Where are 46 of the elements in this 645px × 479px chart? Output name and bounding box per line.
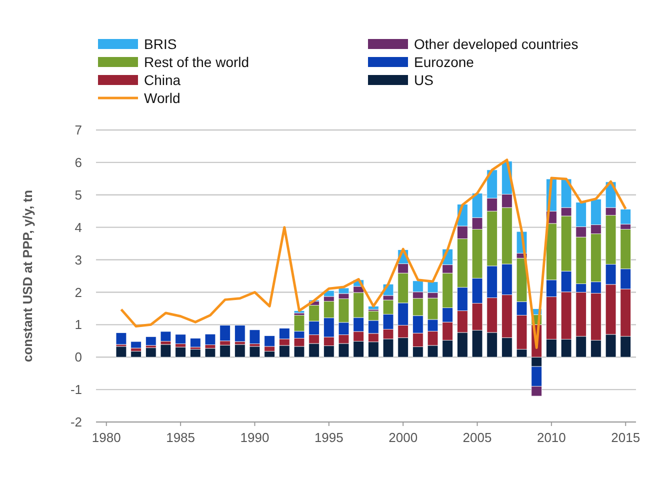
bar: [204, 348, 216, 358]
y-tick-label: 3: [74, 252, 82, 268]
legend-label: China: [144, 72, 181, 88]
x-tick-label: 2010: [536, 430, 566, 445]
bar: [249, 346, 260, 358]
bar: [204, 334, 216, 345]
y-tick-label: 1: [74, 317, 82, 332]
legend-label: US: [414, 72, 434, 88]
legend-label: World: [144, 90, 180, 106]
bar: [190, 349, 201, 358]
legend-label: Rest of the world: [144, 54, 250, 70]
y-tick-label: 7: [74, 122, 82, 138]
legend-label: BRIS: [144, 36, 177, 52]
y-tick-label: -2: [70, 414, 82, 430]
y-tick-label: 0: [74, 350, 82, 365]
bar: [160, 331, 172, 342]
bar: [146, 348, 156, 358]
bar: [190, 338, 201, 348]
x-tick-label: 2015: [611, 430, 640, 445]
bar: [175, 346, 186, 358]
y-tick-label: 2: [74, 284, 82, 300]
bar: [220, 325, 230, 342]
bar: [146, 336, 156, 346]
legend-label: Eurozone: [414, 54, 474, 70]
x-tick-label: 2000: [388, 430, 418, 445]
bar: [220, 344, 230, 358]
bar: [234, 344, 246, 358]
y-tick-label: 4: [74, 220, 82, 235]
y-axis-title: constant USD at PPP, y/y, tn: [20, 190, 35, 362]
bar: [234, 325, 246, 342]
bar: [160, 344, 172, 358]
y-tick-label: 6: [74, 154, 82, 170]
x-tick-label: 1980: [92, 430, 121, 445]
bar: [130, 341, 142, 348]
x-tick-label: 1990: [240, 430, 270, 445]
bar: [175, 334, 186, 344]
y-tick-label: 5: [74, 187, 82, 202]
legend-label: Other developed countries: [414, 36, 578, 52]
x-tick-label: 1985: [166, 430, 196, 445]
bar: [130, 351, 142, 358]
bar: [368, 306, 379, 310]
y-tick-label: -1: [70, 382, 82, 398]
x-tick-label: 2005: [462, 430, 492, 445]
bar: [249, 330, 260, 344]
line-series: [120, 158, 627, 349]
x-tick-label: 1995: [314, 430, 344, 445]
